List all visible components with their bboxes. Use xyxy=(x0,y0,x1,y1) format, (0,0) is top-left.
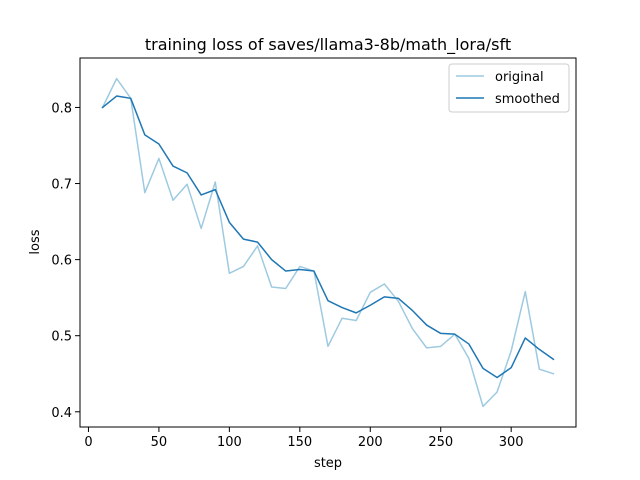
x-tick-label: 150 xyxy=(287,435,312,450)
y-axis-label: loss xyxy=(28,229,43,254)
x-tick-label: 200 xyxy=(358,435,383,450)
y-tick-label: 0.5 xyxy=(51,330,72,345)
y-tick-label: 0.4 xyxy=(51,406,72,421)
y-tick-label: 0.6 xyxy=(51,254,72,269)
plot-area xyxy=(101,77,555,408)
x-tick-label: 50 xyxy=(151,435,168,450)
x-tick-label: 100 xyxy=(217,435,242,450)
legend-label-original: original xyxy=(495,70,544,85)
legend-label-smoothed: smoothed xyxy=(495,92,560,107)
chart-title: training loss of saves/llama3-8b/math_lo… xyxy=(145,35,511,55)
series-line-original xyxy=(101,77,555,408)
y-tick-label: 0.8 xyxy=(51,101,72,116)
series-line-smoothed xyxy=(101,95,555,379)
x-tick-label: 250 xyxy=(428,435,453,450)
x-tick-label: 0 xyxy=(84,435,92,450)
plot-frame xyxy=(79,57,577,428)
y-tick-label: 0.7 xyxy=(51,178,72,193)
legend: original smoothed xyxy=(448,63,570,113)
x-tick-label: 300 xyxy=(499,435,524,450)
x-axis-label: step xyxy=(314,456,342,471)
